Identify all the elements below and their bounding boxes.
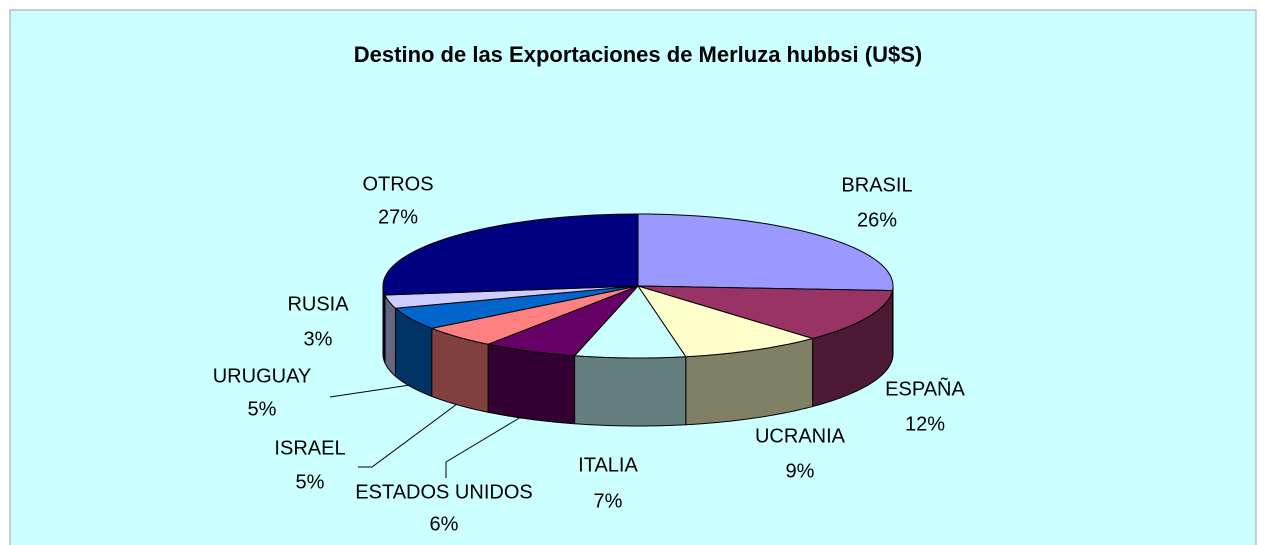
slice-side <box>487 343 576 425</box>
slice-value-label: 3% <box>304 328 333 350</box>
slice-side <box>382 285 386 364</box>
slice <box>573 285 687 359</box>
slice-value-label: 5% <box>248 398 277 420</box>
slice-value-label: 7% <box>594 490 623 512</box>
slice-label: RUSIA <box>287 293 349 315</box>
slice-label: URUGUAY <box>213 365 312 387</box>
slice-label: OTROS <box>362 173 433 195</box>
slice-label: UCRANIA <box>755 425 846 447</box>
slice-label: ISRAEL <box>274 437 345 459</box>
slice <box>637 285 894 340</box>
slice <box>636 285 815 358</box>
leader-line <box>445 413 527 478</box>
slice <box>384 285 639 309</box>
leader-line <box>358 403 458 468</box>
slice <box>382 213 639 296</box>
pie-tops <box>382 213 894 359</box>
slice-value-label: 6% <box>430 513 459 535</box>
slice-value-label: 12% <box>905 413 945 435</box>
slice-label: ITALIA <box>578 454 638 476</box>
slice-label: ESTADOS UNIDOS <box>355 481 532 503</box>
slice <box>394 285 639 329</box>
slice <box>429 285 639 345</box>
slice-label: ESPAÑA <box>885 376 965 400</box>
slice-value-label: 9% <box>786 460 815 482</box>
slice <box>486 285 639 357</box>
slice-value-label: 5% <box>296 471 325 493</box>
pie-sides <box>382 285 894 427</box>
slice-value-label: 26% <box>857 209 897 231</box>
slice <box>637 213 894 292</box>
chart-title: Destino de las Exportaciones de Merluza … <box>354 42 922 67</box>
leader-lines <box>329 384 527 478</box>
slice-side <box>574 355 687 427</box>
slice-label: BRASIL <box>841 174 912 196</box>
slice-value-label: 27% <box>378 206 418 228</box>
leader-line <box>329 384 411 398</box>
